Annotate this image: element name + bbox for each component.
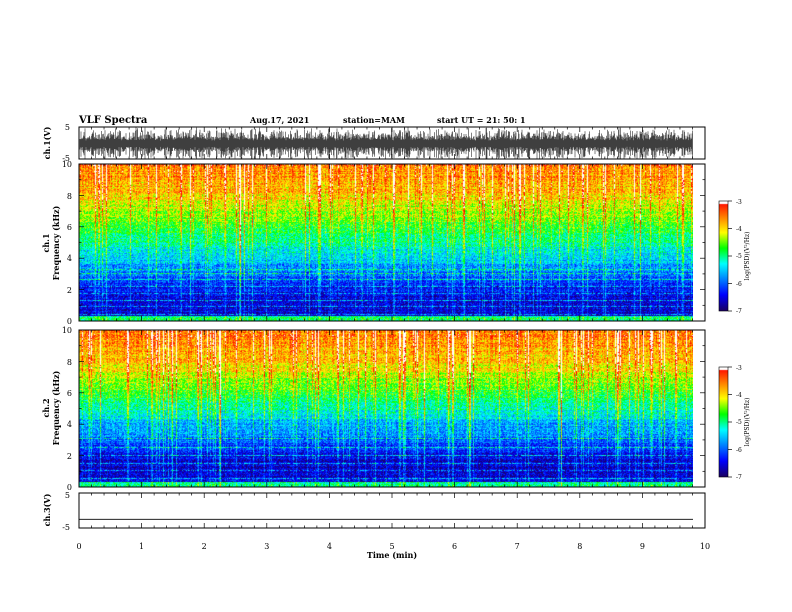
xtick-1: 1 [139, 542, 144, 551]
ch1-waveform-path [79, 127, 693, 159]
ch1-ytick-bottom: -5 [62, 154, 70, 163]
ch1-cbar-tick-m5: -5 [736, 253, 742, 260]
ch2-spectrogram-image [79, 330, 693, 487]
ch2-ytick-2: 2 [67, 452, 72, 461]
figure-title: VLF Spectra [78, 115, 148, 126]
xtick-5: 5 [389, 542, 394, 551]
xtick-0: 0 [76, 542, 81, 551]
ch1-ytick-10: 10 [62, 160, 72, 169]
ch1-colorbar-label: log(PSD)(V²/Hz) [744, 232, 751, 281]
ch1-ytick-2: 2 [67, 286, 72, 295]
ch2-spectrogram-panel: 0 2 4 6 8 10 ch.2 Frequency (kHz) -3 -4 … [41, 326, 751, 492]
ch3-ytick-bottom: -5 [62, 523, 70, 532]
ch2-ytick-8: 8 [67, 358, 72, 367]
ch2-cbar-tick-m5: -5 [736, 419, 742, 426]
xtick-8: 8 [577, 542, 582, 551]
date-label: Aug.17, 2021 [249, 115, 309, 125]
ch1-colorbar [719, 201, 728, 311]
ch3-waveform-frame [78, 492, 706, 529]
ch3-waveform-ylabel: ch.3(V) [42, 493, 52, 526]
ch1-spectrogram-image [79, 164, 693, 321]
ch2-ytick-6: 6 [67, 389, 72, 398]
ch1-frequency-axis-label: Frequency (kHz) [51, 205, 61, 280]
ch2-frequency-axis-label: Frequency (kHz) [51, 370, 61, 445]
station-label: station=MAM [343, 115, 405, 125]
ch2-cbar-tick-m7: -7 [736, 474, 742, 481]
xtick-10: 10 [700, 542, 710, 551]
xtick-6: 6 [452, 542, 457, 551]
ch2-cbar-tick-m6: -6 [736, 447, 742, 454]
figure-header: VLF Spectra Aug.17, 2021 station=MAM sta… [78, 115, 526, 126]
ch1-cbar-tick-m4: -4 [736, 226, 742, 233]
ch1-ytick-8: 8 [67, 192, 72, 201]
ch1-ytick-6: 6 [67, 223, 72, 232]
ch2-cbar-tick-m4: -4 [736, 392, 742, 399]
xtick-9: 9 [640, 542, 645, 551]
xtick-2: 2 [202, 542, 207, 551]
axis-ticks [78, 127, 732, 528]
x-axis: 0 1 2 3 4 5 6 7 8 9 10 Time (min) [76, 542, 710, 560]
ch1-yticks: 0 2 4 6 8 10 [62, 160, 72, 326]
ch2-ytick-10: 10 [62, 326, 72, 335]
ch2-cbar-tick-m3: -3 [736, 365, 742, 372]
ch1-ytick-4: 4 [67, 254, 72, 263]
ch2-spectrogram-label: ch.2 [41, 398, 51, 417]
ch2-ytick-4: 4 [67, 420, 72, 429]
ch1-ytick-top: 5 [65, 123, 70, 132]
ch1-cbar-tick-m7: -7 [736, 308, 742, 315]
ch2-yticks: 0 2 4 6 8 10 [62, 326, 72, 492]
ch2-ytick-0: 0 [67, 483, 72, 492]
ch2-colorbar-label: log(PSD)(V²/Hz) [744, 398, 751, 447]
ch1-spectrogram-label: ch.1 [41, 233, 51, 252]
xtick-4: 4 [327, 542, 332, 551]
ch1-spectrogram-panel: 0 2 4 6 8 10 ch.1 Frequency (kHz) -3 -4 … [41, 160, 751, 326]
ch3-ytick-top: 5 [65, 491, 70, 500]
ch1-waveform-ylabel: ch.1(V) [42, 126, 52, 159]
x-axis-label: Time (min) [367, 550, 417, 560]
ch2-colorbar [719, 367, 728, 477]
ch1-waveform-trace [79, 127, 693, 159]
xtick-3: 3 [264, 542, 269, 551]
ch1-ytick-0: 0 [67, 317, 72, 326]
start-time-label: start UT = 21: 50: 1 [437, 115, 526, 125]
xtick-7: 7 [515, 542, 520, 551]
ch1-cbar-tick-m3: -3 [736, 199, 742, 206]
ch1-cbar-tick-m6: -6 [736, 281, 742, 288]
